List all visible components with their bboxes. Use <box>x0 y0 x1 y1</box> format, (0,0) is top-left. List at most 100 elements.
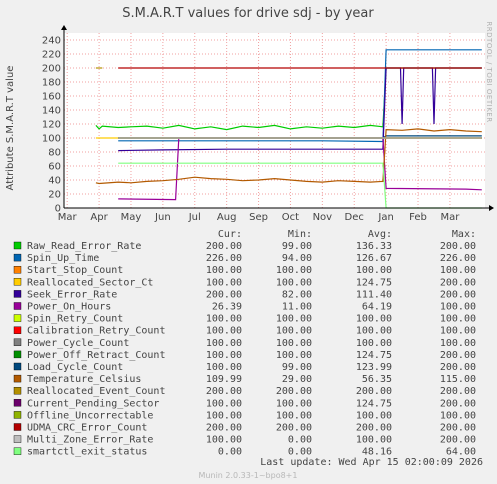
legend-min: 11.00 <box>282 302 312 313</box>
legend-header-cur: Cur: <box>218 229 242 240</box>
legend-swatch-seek-error-rate <box>13 290 22 298</box>
legend-name-seek-error-rate: Seek_Error_Rate <box>27 289 117 300</box>
y-tick-label: 40 <box>48 176 61 187</box>
legend-min: 0.00 <box>288 447 312 458</box>
legend-name-spin-up-time: Spin_Up_Time <box>27 253 99 264</box>
legend-max: 100.00 <box>440 410 476 421</box>
legend-avg: 64.19 <box>362 302 392 313</box>
legend-avg: 100.00 <box>356 435 392 446</box>
legend-avg: 111.40 <box>356 289 392 300</box>
legend-cur: 200.00 <box>206 289 242 300</box>
legend-avg: 123.99 <box>356 362 392 373</box>
y-tick-labels: 0 20 40 60 80 100 120 140 160 180 200 220 240 <box>42 36 61 215</box>
legend-min: 100.00 <box>276 277 312 288</box>
y-tick-label: 120 <box>42 120 61 131</box>
legend-swatch-temperature-celsius <box>13 374 22 383</box>
chart-title: S.M.A.R.T values for drive sdj - by year <box>122 6 374 21</box>
legend-avg: 136.33 <box>356 241 392 252</box>
legend-swatch-power-cycle-count <box>13 338 22 346</box>
legend-min: 99.00 <box>282 362 312 373</box>
x-tick-label: Feb <box>409 212 427 223</box>
legend-max: 200.00 <box>440 435 476 446</box>
y-tick-label: 140 <box>42 106 61 117</box>
y-axis-label: Attribute S.M.A.R.T value <box>5 66 16 191</box>
legend-swatch-smartctl-exit-status <box>13 447 22 455</box>
legend-header-max: Max: <box>452 229 476 240</box>
legend-avg: 56.35 <box>362 374 392 385</box>
legend-avg: 126.67 <box>356 253 392 264</box>
legend-min: 0.00 <box>288 435 312 446</box>
legend-cur: 26.39 <box>212 302 242 313</box>
legend-max: 200.00 <box>440 289 476 300</box>
legend-swatch-offline-uncorrectable <box>13 411 22 419</box>
legend-min: 29.00 <box>282 374 312 385</box>
x-tick-label: Mar <box>58 212 78 223</box>
legend-cur: 226.00 <box>206 253 242 264</box>
x-tick-label: Mar <box>440 212 460 223</box>
legend-cur: 100.00 <box>206 277 242 288</box>
legend-name-power-on-hours: Power_On_Hours <box>27 302 111 313</box>
legend-name-udma-crc-error-count: UDMA_CRC_Error_Count <box>27 423 147 434</box>
legend-cur: 200.00 <box>206 423 242 434</box>
x-axis-arrow <box>489 205 494 211</box>
grid <box>64 33 485 209</box>
legend-swatch-reallocated-sector-ct <box>13 278 22 286</box>
legend-min: 82.00 <box>282 289 312 300</box>
legend-name-temperature-celsius: Temperature_Celsius <box>27 374 141 385</box>
legend-avg: 100.00 <box>356 265 392 276</box>
legend-cur: 200.00 <box>206 386 242 397</box>
series-line-raw-read-error-rate <box>95 67 482 131</box>
legend-avg: 124.75 <box>356 277 392 288</box>
legend-header-avg: Avg: <box>368 229 392 240</box>
x-tick-label: Oct <box>282 212 299 223</box>
legend-swatch-start-stop-count <box>13 266 22 274</box>
legend-cur: 100.00 <box>206 362 242 373</box>
legend-cur: 200.00 <box>206 241 242 252</box>
legend-name-smartctl-exit-status: smartctl_exit_status <box>27 447 147 458</box>
y-axis-arrow <box>61 25 67 30</box>
legend-cur: 0.00 <box>218 447 242 458</box>
legend-max: 226.00 <box>440 253 476 264</box>
legend-cur: 100.00 <box>206 410 242 421</box>
legend-min: 100.00 <box>276 314 312 325</box>
legend-name-load-cycle-count: Load_Cycle_Count <box>27 362 123 373</box>
series-lines <box>95 49 482 209</box>
legend-min: 100.00 <box>276 326 312 337</box>
legend-name-calibration-retry-count: Calibration_Retry_Count <box>27 326 165 337</box>
legend-avg: 100.00 <box>356 326 392 337</box>
x-tick-label: May <box>121 212 142 223</box>
legend-name-power-off-retract-count: Power_Off_Retract_Count <box>27 350 165 361</box>
legend-cur: 100.00 <box>206 265 242 276</box>
x-tick-labels: Mar Apr May Jun Jul Aug Sep Oct Nov Dec Jan Feb Mar <box>58 212 460 223</box>
legend-cur: 100.00 <box>206 326 242 337</box>
legend-name-power-cycle-count: Power_Cycle_Count <box>27 338 129 349</box>
legend-min: 94.00 <box>282 253 312 264</box>
legend-swatch-calibration-retry-count <box>13 326 22 334</box>
legend-min: 100.00 <box>276 265 312 276</box>
legend-cur: 100.00 <box>206 435 242 446</box>
legend-max: 100.00 <box>440 302 476 313</box>
series-line-spin-up-time <box>118 49 482 143</box>
legend-max: 115.00 <box>440 374 476 385</box>
y-tick-label: 60 <box>48 162 61 173</box>
legend-avg: 100.00 <box>356 410 392 421</box>
legend-min: 200.00 <box>276 423 312 434</box>
legend-swatch-current-pending-sector <box>13 399 22 407</box>
y-tick-label: 100 <box>42 134 61 145</box>
legend-min: 99.00 <box>282 241 312 252</box>
legend-min: 100.00 <box>276 350 312 361</box>
legend-swatch-raw-read-error-rate <box>13 241 22 250</box>
x-tick-label: Dec <box>345 212 364 223</box>
legend-max: 200.00 <box>440 398 476 409</box>
legend-cur: 100.00 <box>206 350 242 361</box>
legend-name-offline-uncorrectable: Offline_Uncorrectable <box>27 410 153 421</box>
legend-cur: 109.99 <box>206 374 242 385</box>
x-tick-label: Jun <box>154 212 171 223</box>
legend-min: 200.00 <box>276 386 312 397</box>
axes <box>61 25 494 211</box>
legend-avg: 124.75 <box>356 398 392 409</box>
x-tick-label: Sep <box>249 212 268 223</box>
y-tick-label: 0 <box>55 204 61 215</box>
legend-max: 200.00 <box>440 241 476 252</box>
legend-swatch-spin-retry-count <box>13 314 22 322</box>
